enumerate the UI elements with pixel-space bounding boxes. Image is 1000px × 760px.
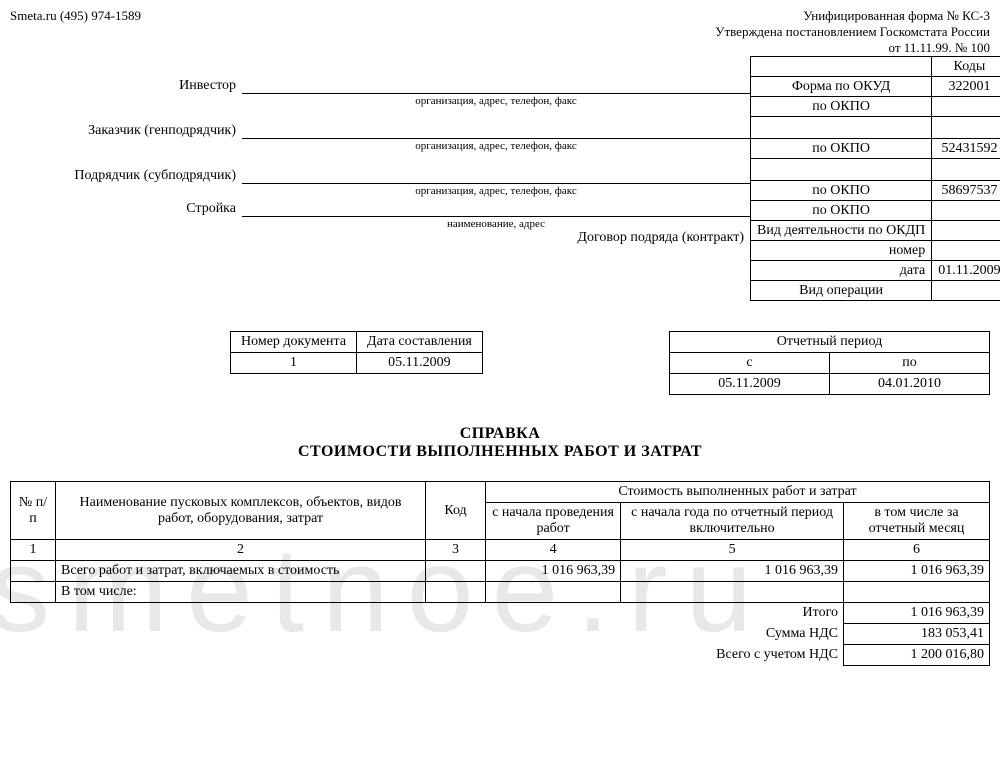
total-label: Всего с учетом НДС: [11, 645, 844, 666]
numrow-6: 6: [843, 540, 989, 561]
okpo4-value: [932, 201, 1000, 221]
codes-header: Коды: [932, 57, 1000, 77]
row1-num: [11, 561, 56, 582]
site-label: Стройка: [10, 201, 242, 217]
numrow-4: 4: [486, 540, 621, 561]
okpo3-label: по ОКПО: [751, 181, 932, 201]
row1-v3: 1 016 963,39: [843, 561, 989, 582]
operation-value: [932, 281, 1000, 301]
doc-num-value: 1: [231, 353, 357, 374]
investor-hint: организация, адрес, телефон, факс: [242, 95, 750, 107]
okud-value: 322001: [932, 77, 1000, 97]
period-from-label: с: [670, 353, 830, 374]
investor-label: Инвестор: [10, 78, 242, 94]
approval-line: Утверждена постановлением Госкомстата Ро…: [715, 24, 990, 40]
period-header: Отчетный период: [670, 332, 990, 353]
col-cost-start: с начала проведения работ: [486, 503, 621, 540]
numrow-2: 2: [56, 540, 426, 561]
site-line: [242, 201, 750, 217]
page-header: Smeta.ru (495) 974-1589 Унифицированная …: [10, 8, 990, 56]
doc-num-header: Номер документа: [231, 332, 357, 353]
period-from-value: 05.11.2009: [670, 374, 830, 395]
period-to-label: по: [830, 353, 990, 374]
nds-label: Сумма НДС: [11, 624, 844, 645]
okdp-label: Вид деятельности по ОКДП: [751, 221, 932, 241]
customer-line: [242, 123, 750, 139]
doc-date-header: Дата составления: [357, 332, 483, 353]
row1-code: [426, 561, 486, 582]
contract-num-label: номер: [751, 241, 932, 261]
contract-date-value: 01.11.2009: [932, 261, 1000, 281]
row1-v1: 1 016 963,39: [486, 561, 621, 582]
itogo-value: 1 016 963,39: [843, 603, 989, 624]
row2-name: В том числе:: [56, 582, 426, 603]
row1-v2: 1 016 963,39: [621, 561, 844, 582]
doc-number-table: Номер документа Дата составления 1 05.11…: [230, 331, 483, 374]
itogo-label: Итого: [11, 603, 844, 624]
okpo1-label: по ОКПО: [751, 97, 932, 117]
document-title: СПРАВКА СТОИМОСТИ ВЫПОЛНЕННЫХ РАБОТ И ЗА…: [10, 425, 990, 461]
col-cost-month: в том числе за отчетный месяц: [843, 503, 989, 540]
numrow-3: 3: [426, 540, 486, 561]
investor-line: [242, 78, 750, 94]
col-code-header: Код: [426, 482, 486, 540]
okdp-value: [932, 221, 1000, 241]
okpo2-label: по ОКПО: [751, 139, 932, 159]
contract-label: Договор подряда (контракт): [10, 230, 750, 246]
site-hint: наименование, адрес: [242, 218, 750, 230]
codes-table: Коды Форма по ОКУД322001 по ОКПО по ОКПО…: [750, 56, 1000, 301]
period-table: Отчетный период с по 05.11.2009 04.01.20…: [669, 331, 990, 395]
okpo4-label: по ОКПО: [751, 201, 932, 221]
title-line2: СТОИМОСТИ ВЫПОЛНЕННЫХ РАБОТ И ЗАТРАТ: [10, 443, 990, 461]
numrow-5: 5: [621, 540, 844, 561]
header-left: Smeta.ru (495) 974-1589: [10, 8, 141, 56]
contract-date-label: дата: [751, 261, 932, 281]
doc-date-value: 05.11.2009: [357, 353, 483, 374]
period-to-value: 04.01.2010: [830, 374, 990, 395]
okpo3-value: 58697537: [932, 181, 1000, 201]
contractor-line: [242, 168, 750, 184]
approval-date-line: от 11.11.99. № 100: [715, 40, 990, 56]
title-line1: СПРАВКА: [10, 425, 990, 443]
col-num-header: № п/п: [11, 482, 56, 540]
row2-num: [11, 582, 56, 603]
header-right: Унифицированная форма № КС-3 Утверждена …: [715, 8, 990, 56]
nds-value: 183 053,41: [843, 624, 989, 645]
col-cost-year: с начала года по отчетный период включит…: [621, 503, 844, 540]
contract-num-value: [932, 241, 1000, 261]
customer-label: Заказчик (генподрядчик): [10, 123, 242, 139]
okpo1-value: [932, 97, 1000, 117]
numrow-1: 1: [11, 540, 56, 561]
okud-label: Форма по ОКУД: [751, 77, 932, 97]
okpo2-value: 52431592: [932, 139, 1000, 159]
main-table: № п/п Наименование пусковых комплексов, …: [10, 481, 990, 666]
contractor-label: Подрядчик (субподрядчик): [10, 168, 242, 184]
col-name-header: Наименование пусковых комплексов, объект…: [56, 482, 426, 540]
total-value: 1 200 016,80: [843, 645, 989, 666]
operation-label: Вид операции: [751, 281, 932, 301]
col-cost-header: Стоимость выполненных работ и затрат: [486, 482, 990, 503]
contractor-hint: организация, адрес, телефон, факс: [242, 185, 750, 197]
row1-name: Всего работ и затрат, включаемых в стоим…: [56, 561, 426, 582]
customer-hint: организация, адрес, телефон, факс: [242, 140, 750, 152]
form-code-line: Унифицированная форма № КС-3: [715, 8, 990, 24]
